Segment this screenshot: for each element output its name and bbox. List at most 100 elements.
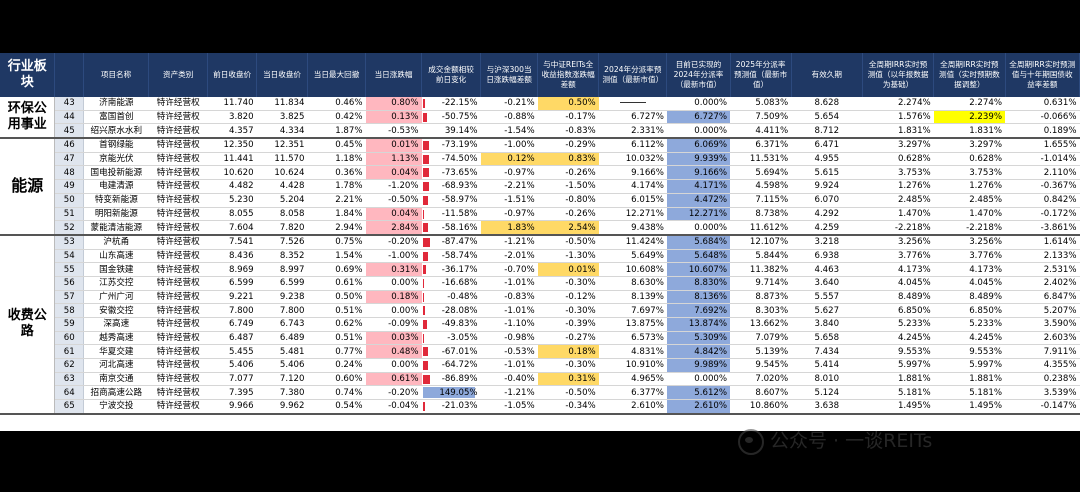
- row-number: 54: [54, 249, 84, 264]
- turnover-value: -11.58%: [441, 208, 478, 219]
- header-prev-close: 前日收盘价: [207, 53, 258, 97]
- vs-reits: -0.17%: [537, 110, 599, 125]
- div-2024-forecast: 7.697%: [598, 303, 667, 318]
- asset-class: 特许经营权: [148, 331, 208, 346]
- irr-report: 1.470%: [862, 207, 934, 222]
- irr-report: 0.628%: [862, 152, 934, 167]
- daily-change: -0.20%: [365, 385, 422, 401]
- turnover-value: 149.05%: [439, 387, 478, 398]
- irr-report: 1.831%: [862, 123, 934, 140]
- irr-spread: -1.014%: [1005, 152, 1080, 167]
- vs-reits: -0.39%: [537, 317, 599, 332]
- turnover-value: -21.03%: [441, 401, 478, 412]
- vs-reits: -0.83%: [537, 123, 599, 140]
- turnover-bar: [422, 168, 430, 178]
- max-drawdown: 0.36%: [307, 165, 366, 181]
- turnover-bar: [422, 278, 425, 288]
- vs-hs300: -1.51%: [480, 193, 538, 208]
- irr-adjusted: 6.850%: [933, 303, 1005, 318]
- asset-class: 特许经营权: [148, 110, 208, 125]
- header-asset-class: 资产类别: [148, 53, 209, 97]
- div-2024-forecast: 10.608%: [598, 262, 667, 277]
- asset-class: 特许经营权: [148, 317, 208, 332]
- close-price: 9.238: [256, 290, 308, 305]
- irr-spread: 2.402%: [1005, 276, 1080, 291]
- table-row: 47 京能光伏 特许经营权 11.441 11.570 1.18% 1.13% -74.50%…: [0, 152, 1080, 167]
- daily-change: 0.04%: [365, 165, 422, 181]
- irr-spread: -3.861%: [1005, 220, 1080, 236]
- irr-adjusted: 1.881%: [933, 372, 1005, 387]
- div-2024-forecast: 6.727%: [598, 110, 667, 125]
- div-2024-realized: 12.271%: [666, 207, 731, 222]
- div-2024-realized: 9.989%: [666, 358, 731, 373]
- row-number: 57: [54, 290, 84, 305]
- div-2025-forecast: 7.115%: [730, 193, 792, 208]
- row-number: 48: [54, 165, 84, 181]
- asset-class: 特许经营权: [148, 249, 208, 264]
- duration: 5.658: [791, 331, 863, 346]
- vs-hs300: -1.01%: [480, 276, 538, 291]
- div-2025-forecast: 12.107%: [730, 234, 792, 250]
- table-row: 59 深高速 特许经营权 6.749 6.743 0.62% -0.09% -49.83% -1…: [0, 317, 1080, 332]
- irr-report: 5.181%: [862, 385, 934, 401]
- div-2024-forecast: 10.910%: [598, 358, 667, 373]
- vs-hs300: -0.97%: [480, 165, 538, 181]
- turnover-bar: [422, 251, 428, 261]
- asset-class: 特许经营权: [148, 276, 208, 291]
- prev-close: 8.055: [207, 207, 257, 222]
- prev-close: 9.221: [207, 290, 257, 305]
- table-row: 能源 46 首钢绿能 特许经营权 12.350 12.351 0.45% 0.01% -73.1…: [0, 138, 1080, 236]
- vs-hs300: -1.21%: [480, 234, 538, 250]
- irr-spread: 0.189%: [1005, 123, 1080, 140]
- daily-change: 0.48%: [365, 344, 422, 360]
- irr-adjusted: 3.297%: [933, 138, 1005, 153]
- header-turnover-change: 成交金额相较前日变化: [421, 53, 482, 97]
- close-price: 11.834: [256, 97, 308, 111]
- turnover-bar: [422, 195, 428, 205]
- turnover-change: -50.75%: [421, 110, 481, 125]
- header-vs-reits: 与中证REITs全收益指数涨跌幅差额: [537, 53, 600, 97]
- header-div-2024-forecast: 2024年分派率预测值（最新市值）: [598, 53, 668, 97]
- div-2025-forecast: 8.607%: [730, 385, 792, 401]
- vs-hs300: -2.01%: [480, 249, 538, 264]
- irr-report: 1.495%: [862, 399, 934, 415]
- duration: 5.615: [791, 165, 863, 181]
- header-duration: 有效久期: [791, 53, 863, 97]
- close-price: 6.743: [256, 317, 308, 332]
- header-div-2024-realized: 目前已实现的2024年分派率（最新市值）: [666, 53, 731, 97]
- daily-change: -0.20%: [365, 234, 422, 250]
- turnover-value: -28.08%: [441, 305, 478, 316]
- irr-report: 2.485%: [862, 193, 934, 208]
- div-2025-forecast: 8.873%: [730, 290, 792, 305]
- turnover-value: -58.74%: [441, 250, 478, 261]
- asset-class: 特许经营权: [148, 358, 208, 373]
- asset-class: 特许经营权: [148, 399, 208, 415]
- turnover-change: -21.03%: [421, 399, 481, 415]
- header-change: 当日涨跌幅: [365, 53, 423, 97]
- max-drawdown: 0.62%: [307, 317, 366, 332]
- prev-close: 6.599: [207, 276, 257, 291]
- project-name: 招商高速公路: [83, 385, 149, 401]
- table-row: 51 明阳新能源 特许经营权 8.055 8.058 1.84% 0.04% -11.58% -…: [0, 207, 1080, 222]
- vs-hs300: -0.98%: [480, 331, 538, 346]
- irr-adjusted: 3.256%: [933, 234, 1005, 250]
- max-drawdown: 0.42%: [307, 110, 366, 125]
- close-price: 5.204: [256, 193, 308, 208]
- div-2025-forecast: 4.411%: [730, 123, 792, 140]
- max-drawdown: 1.87%: [307, 123, 366, 140]
- div-2024-realized: 7.692%: [666, 303, 731, 318]
- turnover-value: -73.19%: [441, 140, 478, 151]
- vs-hs300: -1.10%: [480, 317, 538, 332]
- irr-spread: 2.531%: [1005, 262, 1080, 277]
- div-2025-forecast: 9.545%: [730, 358, 792, 373]
- irr-report: 3.753%: [862, 165, 934, 181]
- vs-hs300: 0.12%: [480, 152, 538, 167]
- div-2024-forecast: 8.139%: [598, 290, 667, 305]
- irr-adjusted: 1.470%: [933, 207, 1005, 222]
- row-number: 52: [54, 220, 84, 236]
- irr-spread: 1.655%: [1005, 138, 1080, 153]
- row-number: 43: [54, 97, 84, 111]
- max-drawdown: 0.75%: [307, 234, 366, 250]
- close-price: 4.334: [256, 123, 308, 140]
- sector-label: 收费公路: [0, 234, 56, 415]
